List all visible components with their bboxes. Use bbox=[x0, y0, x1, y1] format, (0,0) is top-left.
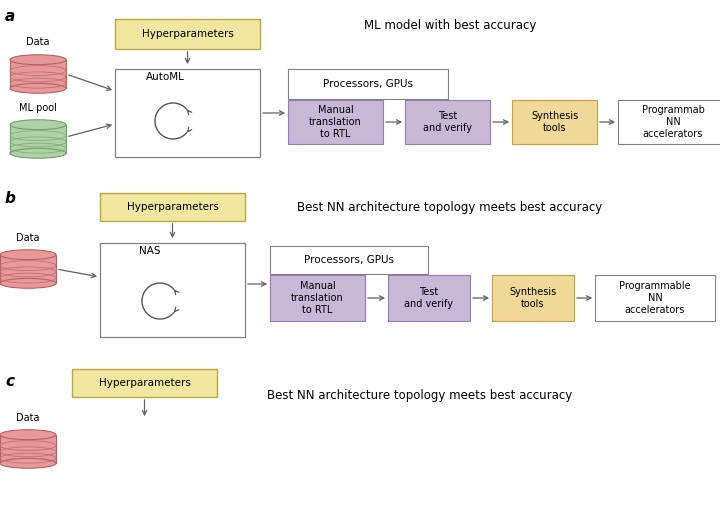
Ellipse shape bbox=[10, 148, 66, 158]
Ellipse shape bbox=[0, 458, 56, 468]
Text: Hyperparameters: Hyperparameters bbox=[142, 29, 233, 39]
Bar bbox=[288, 100, 383, 144]
Bar bbox=[115, 19, 260, 49]
Text: Best NN architecture topology meets best accuracy: Best NN architecture topology meets best… bbox=[267, 389, 572, 402]
Bar bbox=[288, 69, 448, 99]
Text: AutoML: AutoML bbox=[145, 72, 184, 82]
Bar bbox=[270, 246, 428, 274]
Text: a: a bbox=[5, 9, 15, 24]
Text: c: c bbox=[5, 374, 14, 389]
Text: Programmab
NN
accelerators: Programmab NN accelerators bbox=[642, 105, 704, 139]
Ellipse shape bbox=[10, 120, 66, 130]
Bar bbox=[405, 100, 490, 144]
Text: Synthesis
tools: Synthesis tools bbox=[531, 111, 578, 133]
Bar bbox=[388, 275, 470, 321]
Ellipse shape bbox=[0, 430, 56, 440]
Polygon shape bbox=[10, 60, 66, 88]
Text: Data: Data bbox=[17, 233, 40, 243]
Text: Synthesis
tools: Synthesis tools bbox=[509, 287, 557, 309]
Ellipse shape bbox=[0, 250, 56, 260]
Text: Test
and verify: Test and verify bbox=[423, 111, 472, 133]
Text: NAS: NAS bbox=[139, 246, 161, 256]
Ellipse shape bbox=[10, 84, 66, 93]
Text: Hyperparameters: Hyperparameters bbox=[127, 202, 218, 212]
Bar bbox=[595, 275, 715, 321]
Text: Hyperparameters: Hyperparameters bbox=[99, 378, 190, 388]
Bar bbox=[512, 100, 597, 144]
Bar bbox=[618, 100, 720, 144]
Text: Best NN architecture topology meets best accuracy: Best NN architecture topology meets best… bbox=[297, 201, 603, 214]
Text: Processors, GPUs: Processors, GPUs bbox=[323, 79, 413, 89]
Bar bbox=[492, 275, 574, 321]
Bar bbox=[72, 369, 217, 397]
Bar bbox=[100, 193, 245, 221]
Bar bbox=[115, 69, 260, 157]
Text: Processors, GPUs: Processors, GPUs bbox=[304, 255, 394, 265]
Ellipse shape bbox=[10, 54, 66, 65]
Text: Data: Data bbox=[17, 413, 40, 423]
Polygon shape bbox=[10, 125, 66, 153]
Ellipse shape bbox=[0, 278, 56, 288]
Bar bbox=[270, 275, 365, 321]
Text: Manual
translation
to RTL: Manual translation to RTL bbox=[291, 281, 344, 315]
Bar bbox=[100, 243, 245, 337]
Text: ML pool: ML pool bbox=[19, 103, 57, 113]
Polygon shape bbox=[0, 435, 56, 463]
Text: Data: Data bbox=[26, 37, 50, 47]
Text: Manual
translation
to RTL: Manual translation to RTL bbox=[309, 105, 362, 139]
Text: ML model with best accuracy: ML model with best accuracy bbox=[364, 19, 536, 32]
Text: Test
and verify: Test and verify bbox=[405, 287, 454, 309]
Text: Programmable
NN
accelerators: Programmable NN accelerators bbox=[619, 281, 690, 315]
Polygon shape bbox=[0, 254, 56, 284]
Text: b: b bbox=[5, 191, 16, 206]
